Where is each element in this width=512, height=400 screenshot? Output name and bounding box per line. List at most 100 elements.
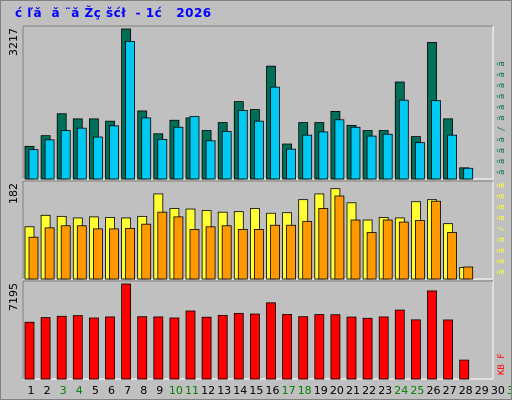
- bar-middle-s1-d26: [431, 200, 441, 280]
- bar-bottom-s0-d6: [105, 316, 115, 380]
- bar-bottom-s0-d8: [137, 316, 148, 380]
- bar-middle-s1-d7: [125, 227, 135, 280]
- bar-bottom-s0-d2: [40, 317, 51, 380]
- bar-middle-s1-d5: [93, 228, 103, 280]
- bar-middle-s1-d14: [237, 229, 248, 280]
- bar-bottom-s0-d17: [282, 314, 293, 380]
- x-tick-label-25: 25: [410, 384, 424, 397]
- x-tick-label-9: 9: [156, 384, 163, 397]
- x-tick-label-15: 15: [249, 384, 263, 397]
- x-tick-label-13: 13: [217, 384, 231, 397]
- bar-top-s1-d11: [189, 116, 200, 180]
- side-label-top: ă ă ă ă / ä ă ă ă ă ă: [497, 61, 507, 175]
- bar-bottom-s0-d19: [314, 314, 325, 380]
- x-tick-label-7: 7: [124, 384, 131, 397]
- bar-middle-s1-d3: [60, 225, 71, 280]
- x-tick-label-19: 19: [314, 384, 328, 397]
- side-label-middle: ă ă ă ă / ä ă ă ă: [497, 183, 507, 275]
- bar-bottom-s0-d7: [121, 283, 131, 380]
- x-tick-label-4: 4: [76, 384, 83, 397]
- x-tick-label-14: 14: [233, 384, 247, 397]
- bar-top-s1-d20: [334, 119, 345, 180]
- x-tick-label-30: 30: [491, 384, 505, 397]
- bar-bottom-s0-d28: [459, 359, 470, 380]
- bar-bottom-s0-d26: [427, 290, 437, 380]
- x-tick-label-12: 12: [201, 384, 215, 397]
- bar-middle-s1-d15: [253, 229, 264, 280]
- bar-top-s1-d8: [141, 117, 152, 180]
- max-label-top: 3217: [7, 28, 20, 56]
- x-tick-label-20: 20: [330, 384, 344, 397]
- x-tick-label-1: 1: [28, 384, 35, 397]
- x-tick-label-29: 29: [475, 384, 489, 397]
- bar-middle-s1-d10: [173, 216, 184, 280]
- bar-top-s1-d28: [463, 167, 474, 180]
- bar-top-s1-d7: [125, 41, 135, 180]
- bar-top-s1-d9: [157, 138, 168, 180]
- bar-bottom-s0-d20: [330, 314, 341, 380]
- max-label-middle: 182: [7, 183, 20, 204]
- bar-top-s1-d15: [253, 120, 264, 180]
- bar-middle-s1-d12: [205, 226, 216, 280]
- bar-top-s1-d22: [366, 135, 377, 180]
- side-label-bottom: KB F: [497, 353, 507, 375]
- x-tick-label-3: 3: [60, 384, 67, 397]
- bar-top-s1-d17: [286, 148, 297, 180]
- bar-top-s1-d16: [270, 86, 280, 180]
- bar-top-s1-d18: [302, 134, 313, 180]
- bar-bottom-s0-d16: [266, 302, 276, 380]
- x-tick-label-22: 22: [362, 384, 376, 397]
- bar-middle-s1-d23: [382, 219, 393, 280]
- bar-top-s1-d4: [76, 127, 87, 180]
- bar-middle-s1-d6: [109, 228, 119, 280]
- x-tick-label-8: 8: [140, 384, 147, 397]
- bar-top-s1-d6: [109, 125, 119, 180]
- x-tick-label-11: 11: [185, 384, 199, 397]
- x-tick-label-24: 24: [394, 384, 408, 397]
- x-tick-label-31: 31: [507, 384, 511, 397]
- bar-top-s1-d23: [382, 133, 393, 180]
- bar-top-s1-d2: [44, 139, 55, 180]
- x-tick-label-23: 23: [378, 384, 392, 397]
- x-tick-label-27: 27: [443, 384, 457, 397]
- bar-top-s1-d19: [318, 131, 329, 180]
- bar-bottom-s0-d1: [24, 321, 35, 380]
- bar-bottom-s0-d3: [56, 315, 67, 380]
- bar-bottom-s0-d22: [362, 317, 373, 380]
- bar-top-s1-d26: [431, 100, 441, 180]
- bar-middle-s1-d8: [141, 223, 152, 280]
- bar-top-s1-d25: [414, 142, 425, 180]
- bar-middle-s1-d20: [334, 195, 345, 280]
- bar-middle-s1-d19: [318, 208, 329, 280]
- max-label-bottom: 7195: [7, 283, 20, 311]
- x-tick-label-5: 5: [92, 384, 99, 397]
- bar-middle-s1-d16: [270, 224, 280, 280]
- bar-middle-s1-d11: [189, 229, 200, 280]
- bar-middle-s1-d27: [447, 232, 458, 280]
- bar-middle-s1-d13: [221, 225, 232, 280]
- bar-bottom-s0-d12: [201, 316, 212, 380]
- bar-middle-s1-d1: [28, 236, 39, 280]
- bar-middle-s1-d25: [414, 220, 425, 280]
- bar-top-s1-d24: [398, 99, 409, 180]
- bar-bottom-s0-d27: [443, 319, 454, 380]
- bar-middle-s1-d17: [286, 224, 297, 280]
- x-tick-label-10: 10: [169, 384, 183, 397]
- bar-top-s1-d1: [28, 149, 39, 180]
- bar-bottom-s0-d9: [153, 316, 164, 380]
- x-tick-label-26: 26: [427, 384, 441, 397]
- bar-top-s1-d21: [350, 126, 361, 180]
- bar-bottom-s0-d15: [249, 313, 260, 380]
- bar-bottom-s0-d4: [72, 315, 83, 380]
- bar-middle-s1-d2: [44, 227, 55, 280]
- x-tick-label-21: 21: [346, 384, 360, 397]
- bar-middle-s1-d24: [398, 221, 409, 280]
- bar-middle-s1-d22: [366, 232, 377, 280]
- bar-bottom-s0-d14: [233, 312, 244, 380]
- bar-bottom-s0-d25: [410, 319, 421, 380]
- x-tick-label-17: 17: [282, 384, 296, 397]
- bar-top-s1-d10: [173, 126, 184, 180]
- x-tick-label-16: 16: [266, 384, 280, 397]
